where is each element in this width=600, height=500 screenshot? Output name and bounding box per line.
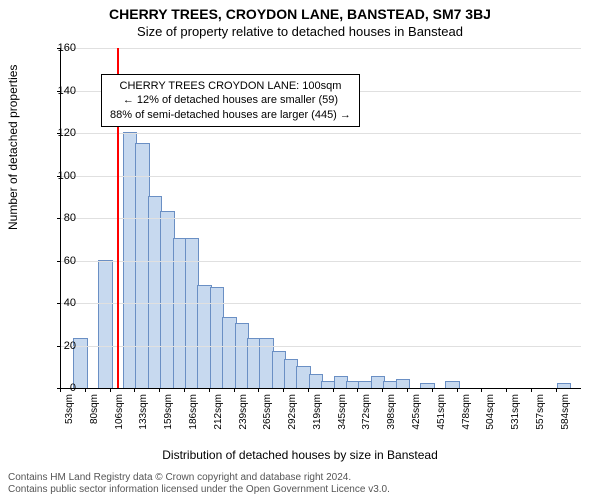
y-tick-label: 160: [46, 42, 76, 54]
x-tick-label: 531sqm: [510, 394, 521, 434]
x-tick-label: 133sqm: [138, 394, 149, 434]
y-tick-label: 120: [46, 127, 76, 139]
histogram-bar: [396, 379, 410, 389]
x-tick-label: 239sqm: [238, 394, 249, 434]
histogram-bar: [98, 260, 112, 389]
x-tick-label: 478sqm: [461, 394, 472, 434]
histogram-bar: [557, 383, 571, 388]
x-tick-label: 504sqm: [485, 394, 496, 434]
x-tick-label: 319sqm: [312, 394, 323, 434]
annotation-line-2: ← 12% of detached houses are smaller (59…: [110, 93, 351, 107]
x-tick-label: 557sqm: [535, 394, 546, 434]
x-tick-label: 372sqm: [361, 394, 372, 434]
footer-line-1: Contains HM Land Registry data © Crown c…: [8, 472, 390, 484]
y-tick-label: 20: [46, 340, 76, 352]
y-axis-label: Number of detached properties: [6, 65, 20, 230]
x-tick-label: 80sqm: [89, 394, 100, 434]
annotation-box: CHERRY TREES CROYDON LANE: 100sqm ← 12% …: [101, 74, 360, 127]
annotation-line-3: 88% of semi-detached houses are larger (…: [110, 108, 351, 122]
y-tick-label: 140: [46, 85, 76, 97]
x-tick-label: 265sqm: [262, 394, 273, 434]
y-tick-label: 80: [46, 212, 76, 224]
x-tick-label: 292sqm: [287, 394, 298, 434]
y-tick-label: 60: [46, 255, 76, 267]
y-tick-label: 40: [46, 297, 76, 309]
footer-line-2: Contains public sector information licen…: [8, 484, 390, 496]
chart-title: CHERRY TREES, CROYDON LANE, BANSTEAD, SM…: [0, 0, 600, 22]
x-tick-label: 212sqm: [213, 394, 224, 434]
x-tick-label: 53sqm: [64, 394, 75, 434]
x-tick-label: 345sqm: [337, 394, 348, 434]
annotation-line-1: CHERRY TREES CROYDON LANE: 100sqm: [110, 79, 351, 93]
chart-subtitle: Size of property relative to detached ho…: [0, 22, 600, 39]
y-tick-label: 100: [46, 170, 76, 182]
x-tick-label: 159sqm: [163, 394, 174, 434]
x-tick-label: 186sqm: [188, 394, 199, 434]
x-tick-label: 425sqm: [411, 394, 422, 434]
footer-attribution: Contains HM Land Registry data © Crown c…: [8, 472, 390, 496]
chart-plot-area: CHERRY TREES CROYDON LANE: 100sqm ← 12% …: [60, 48, 581, 389]
x-tick-label: 106sqm: [114, 394, 125, 434]
x-tick-label: 451sqm: [436, 394, 447, 434]
x-axis-label: Distribution of detached houses by size …: [0, 448, 600, 462]
y-tick-label: 0: [46, 382, 76, 394]
x-tick-label: 584sqm: [560, 394, 571, 434]
x-tick-label: 398sqm: [386, 394, 397, 434]
histogram-bar: [445, 381, 459, 388]
